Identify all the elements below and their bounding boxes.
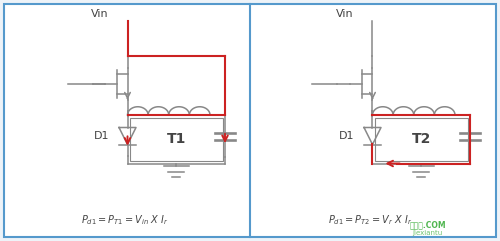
FancyBboxPatch shape	[4, 4, 496, 237]
Text: 接线图.COM: 接线图.COM	[409, 220, 446, 229]
Text: T2: T2	[412, 132, 431, 146]
Bar	[130, 118, 222, 161]
Text: D1: D1	[339, 131, 354, 141]
Text: D1: D1	[94, 131, 110, 141]
Bar	[375, 118, 468, 161]
Text: Vin: Vin	[336, 8, 354, 19]
Text: jiexiantu: jiexiantu	[412, 230, 442, 236]
Text: $P_{d1}=P_{T1}=V_{in}$ X $I_r$: $P_{d1}=P_{T1}=V_{in}$ X $I_r$	[81, 213, 169, 227]
Text: $P_{d1}=P_{T2}=V_r$ X $I_r$: $P_{d1}=P_{T2}=V_r$ X $I_r$	[328, 213, 412, 227]
Text: T1: T1	[166, 132, 186, 146]
Text: Vin: Vin	[91, 8, 109, 19]
